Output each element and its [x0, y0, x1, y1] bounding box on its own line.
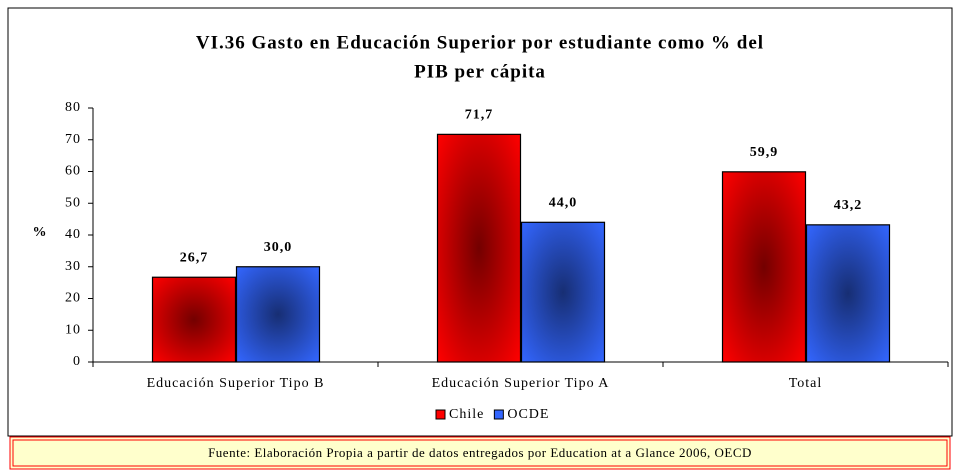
source-box [9, 436, 951, 470]
bar [520, 221, 606, 363]
source-box-inner [12, 439, 948, 467]
y-tick-label: 20 [65, 291, 81, 306]
source-note: Fuente: Elaboración Propia a partir de d… [208, 445, 752, 460]
x-tick-label: Total [789, 376, 823, 391]
y-tick-label: 0 [73, 354, 81, 369]
legend-swatch [435, 409, 446, 420]
y-tick-label: 70 [65, 132, 81, 147]
value-label: 30,0 [264, 240, 293, 255]
value-label: 44,0 [549, 196, 578, 211]
bar [151, 276, 237, 363]
x-tick-label: Educación Superior Tipo B [147, 376, 325, 391]
value-label: 43,2 [834, 198, 863, 213]
bar [436, 133, 522, 363]
y-tick-label: 80 [65, 100, 81, 115]
value-label: 59,9 [750, 145, 779, 160]
y-tick-label: 10 [65, 322, 81, 337]
y-tick-label: 40 [65, 227, 81, 242]
bar [235, 266, 321, 363]
legend-label: Chile [449, 407, 484, 422]
y-tick-label: 50 [65, 195, 81, 210]
y-tick-label: 60 [65, 164, 81, 179]
value-label: 71,7 [465, 108, 494, 123]
bar [805, 224, 891, 363]
bar [721, 171, 807, 363]
chart-title: VI.36 Gasto en Educación Superior por es… [196, 32, 764, 53]
value-label: 26,7 [180, 250, 209, 265]
y-axis-label: % [33, 225, 48, 240]
chart-title: PIB per cápita [414, 61, 546, 82]
x-tick-label: Educación Superior Tipo A [432, 376, 610, 391]
legend-label: OCDE [507, 407, 549, 422]
y-tick-label: 30 [65, 259, 81, 274]
legend-swatch [493, 409, 504, 420]
